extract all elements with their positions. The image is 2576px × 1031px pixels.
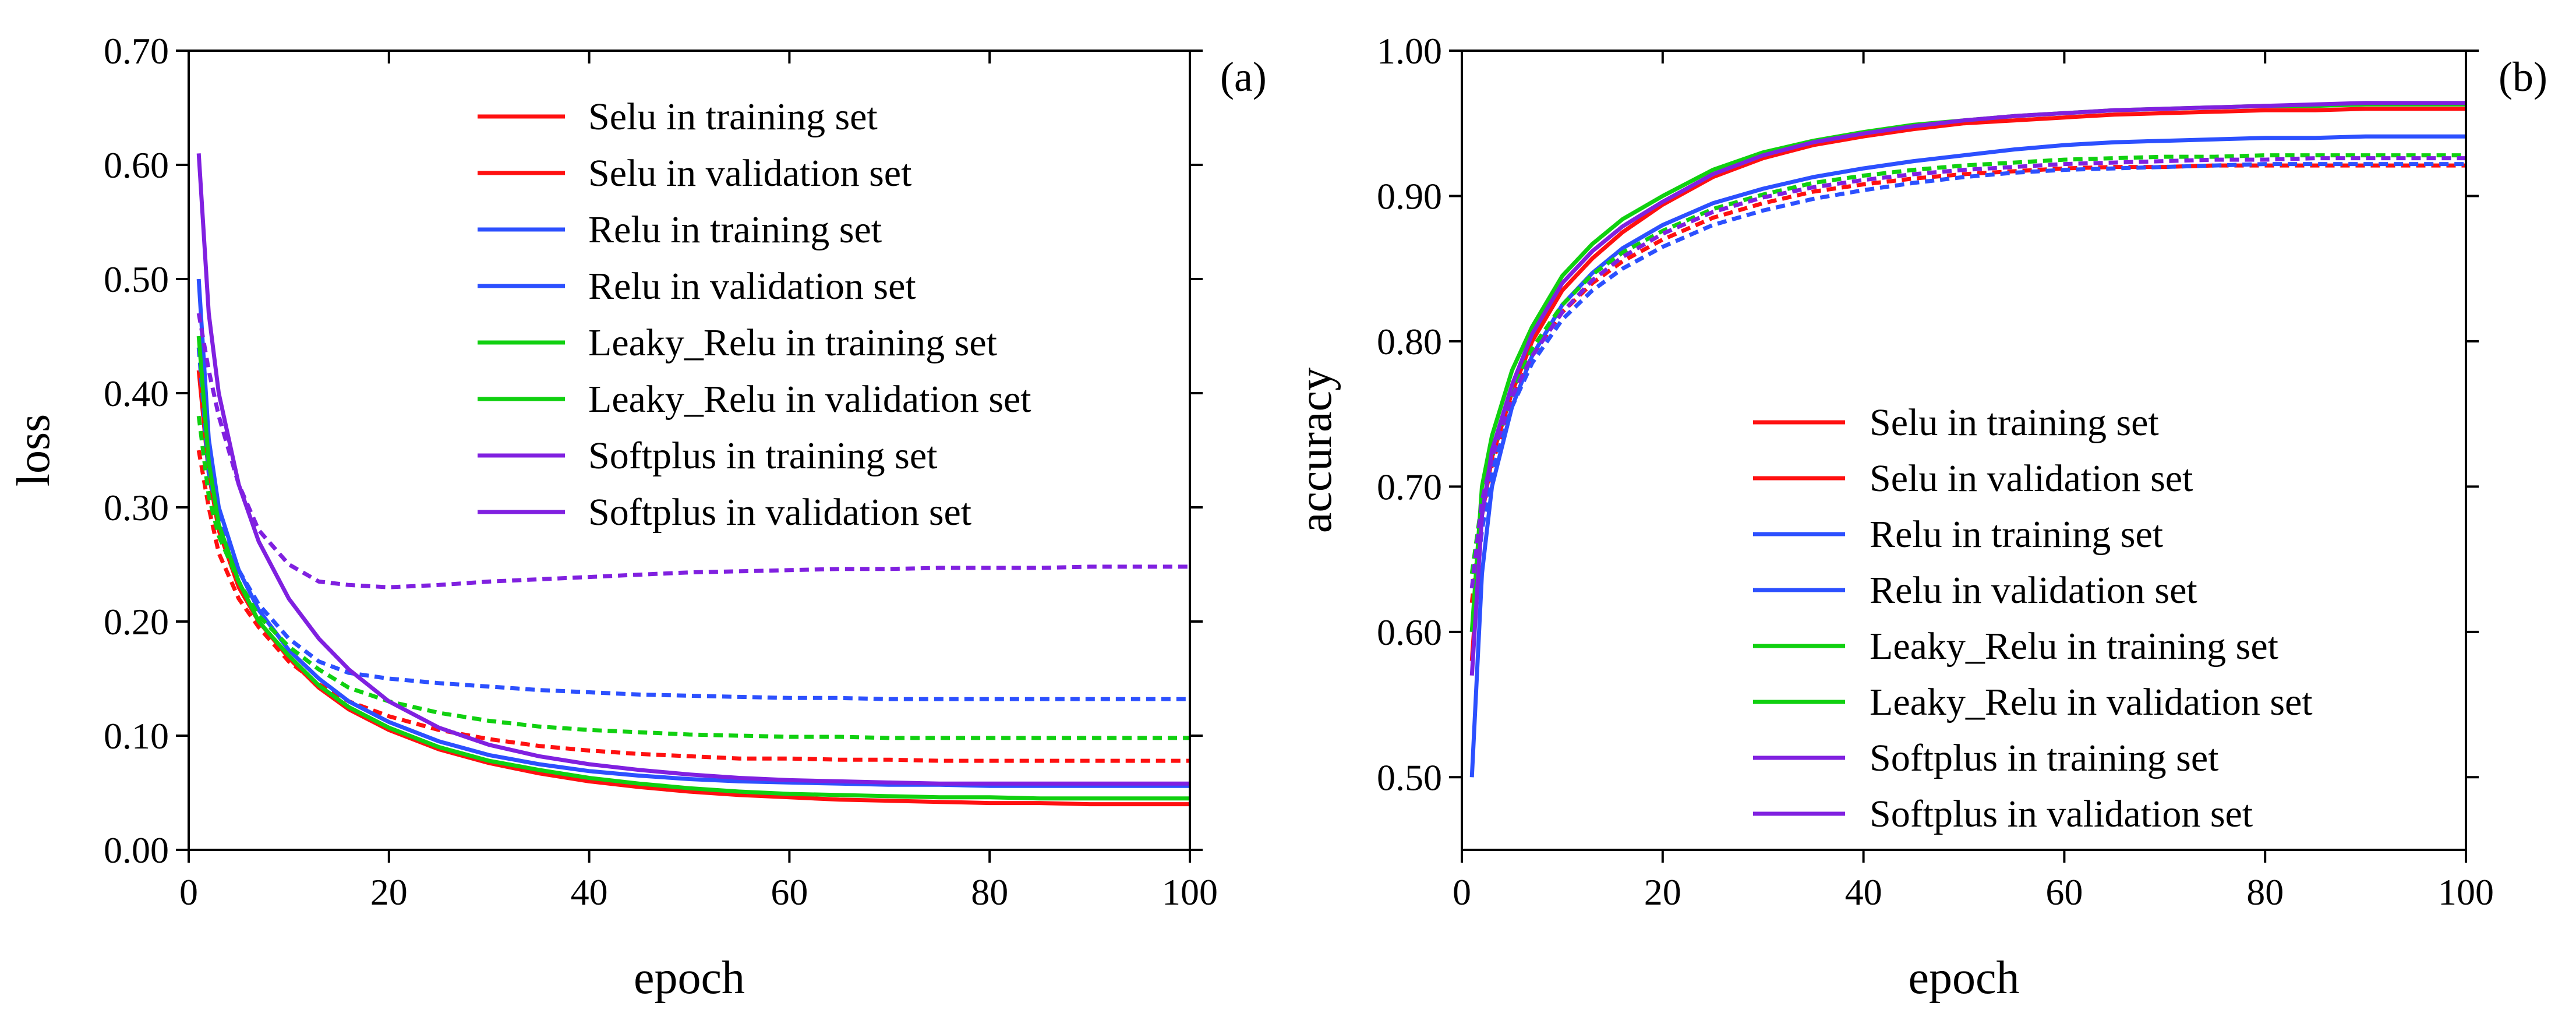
y-axis-title: loss <box>8 414 59 487</box>
x-tick-label: 20 <box>370 871 408 913</box>
x-tick-label: 0 <box>1453 871 1471 913</box>
series-line-3 <box>1469 162 2466 633</box>
series-line-7 <box>1469 156 2466 589</box>
x-tick-label: 60 <box>771 871 808 913</box>
y-tick-label: 0.30 <box>104 487 169 528</box>
y-tick-label: 0.70 <box>1377 466 1442 507</box>
legend-label: Selu in training set <box>1870 401 2159 444</box>
series-lines <box>196 153 1190 807</box>
chart-panel-a: 0 20 40 60 80 100 0.00 0.10 0.20 0.30 0.40 0.50 0.60… <box>8 30 1267 1004</box>
series-line-1 <box>196 450 1190 763</box>
y-tick-label: 0.40 <box>104 373 169 414</box>
y-tick-label: 0.70 <box>104 30 169 72</box>
series-line-4 <box>196 336 1190 801</box>
series-line-7 <box>196 313 1190 589</box>
x-tick-label: 40 <box>1845 871 1882 913</box>
legend: Selu in training set Selu in validation s… <box>1753 401 2313 835</box>
legend-label: Relu in validation set <box>588 265 916 308</box>
y-tick-label: 0.90 <box>1377 175 1442 217</box>
x-tick-label: 80 <box>971 871 1008 913</box>
y-tick-label: 0.20 <box>104 601 169 642</box>
y-tick-label: 0.00 <box>104 829 169 871</box>
legend-label: Leaky_Relu in training set <box>1870 625 2278 668</box>
legend: Selu in training set Selu in validation s… <box>478 96 1031 534</box>
y-tick-label: 1.00 <box>1377 30 1442 72</box>
y-tick-label: 0.10 <box>104 715 169 757</box>
legend-label: Softplus in validation set <box>588 491 971 534</box>
series-line-0 <box>1469 107 2466 661</box>
x-tick-label: 0 <box>179 871 198 913</box>
series-line-6 <box>196 153 1190 786</box>
x-tick-label: 80 <box>2246 871 2284 913</box>
series-line-6 <box>1469 101 2466 676</box>
series-line-2 <box>196 278 1190 788</box>
y-axis-title: accuracy <box>1290 368 1341 533</box>
plot-frame <box>188 50 1191 851</box>
legend-label: Selu in training set <box>588 96 878 138</box>
y-tick-label: 0.50 <box>104 259 169 300</box>
x-axis-title: epoch <box>634 952 745 1004</box>
series-lines <box>1469 101 2466 778</box>
legend-label: Selu in validation set <box>1870 457 2193 500</box>
y-tick-label: 0.50 <box>1377 757 1442 798</box>
chart-panel-b: 0 20 40 60 80 100 0.50 0.60 0.70 0.80 0.90 1.00 epoc… <box>1290 30 2547 1004</box>
x-tick-label: 100 <box>2438 871 2494 913</box>
legend-label: Leaky_Relu in training set <box>588 322 997 364</box>
series-line-5 <box>196 415 1190 740</box>
x-axis-title: epoch <box>1908 952 2019 1004</box>
legend-label: Relu in training set <box>588 209 882 251</box>
legend-label: Relu in validation set <box>1870 569 2197 612</box>
x-tick-label: 20 <box>1644 871 1681 913</box>
series-line-5 <box>1469 153 2466 574</box>
legend-label: Softplus in validation set <box>1870 793 2253 835</box>
legend-label: Relu in training set <box>1870 513 2163 556</box>
legend-label: Selu in validation set <box>588 152 911 195</box>
x-tick-label: 40 <box>571 871 608 913</box>
panel-tag: (b) <box>2499 54 2547 100</box>
series-line-2 <box>1469 134 2466 778</box>
y-tick-label: 0.80 <box>1377 321 1442 362</box>
y-tick-label: 0.60 <box>1377 612 1442 653</box>
plot-frame <box>1461 50 2467 851</box>
x-tick-label: 100 <box>1162 871 1218 913</box>
legend-label: Softplus in training set <box>588 435 937 477</box>
legend-label: Softplus in training set <box>1870 737 2218 779</box>
x-tick-label: 60 <box>2045 871 2083 913</box>
legend-label: Leaky_Relu in validation set <box>588 378 1031 421</box>
series-line-3 <box>196 347 1190 701</box>
legend-label: Leaky_Relu in validation set <box>1870 681 2313 723</box>
y-tick-label: 0.60 <box>104 144 169 186</box>
panel-tag: (a) <box>1220 54 1267 100</box>
